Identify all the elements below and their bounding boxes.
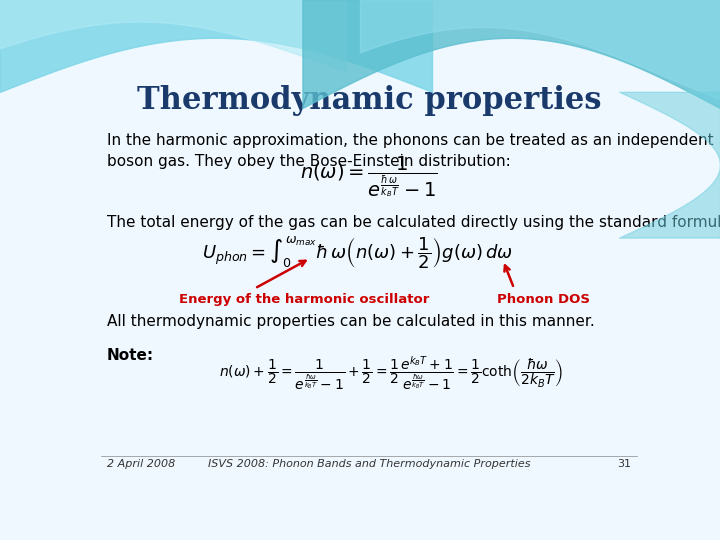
Text: $n(\omega)+\dfrac{1}{2} = \dfrac{1}{e^{\frac{\hbar\omega}{k_B T}}-1}+\dfrac{1}{2: $n(\omega)+\dfrac{1}{2} = \dfrac{1}{e^{\… [220, 354, 563, 392]
Text: All thermodynamic properties can be calculated in this manner.: All thermodynamic properties can be calc… [107, 314, 595, 329]
Text: $U_{phon} = \int_0^{\omega_{max}} \hbar\,\omega \left(n(\omega)+\dfrac{1}{2}\rig: $U_{phon} = \int_0^{\omega_{max}} \hbar\… [202, 234, 513, 271]
Text: Thermodynamic properties: Thermodynamic properties [137, 85, 601, 116]
Text: Note:: Note: [107, 348, 154, 363]
Text: $n(\omega) = \dfrac{1}{e^{\frac{\hbar\,\omega}{k_B T}} - 1}$: $n(\omega) = \dfrac{1}{e^{\frac{\hbar\,\… [300, 154, 438, 199]
Text: 2 April 2008: 2 April 2008 [107, 459, 175, 469]
Text: Phonon DOS: Phonon DOS [498, 293, 590, 306]
Text: Energy of the harmonic oscillator: Energy of the harmonic oscillator [179, 293, 430, 306]
Text: ISVS 2008: Phonon Bands and Thermodynamic Properties: ISVS 2008: Phonon Bands and Thermodynami… [208, 459, 530, 469]
Text: 31: 31 [617, 459, 631, 469]
Text: In the harmonic approximation, the phonons can be treated as an independent
boso: In the harmonic approximation, the phono… [107, 133, 714, 170]
Text: The total energy of the gas can be calculated directly using the standard formul: The total energy of the gas can be calcu… [107, 215, 720, 231]
